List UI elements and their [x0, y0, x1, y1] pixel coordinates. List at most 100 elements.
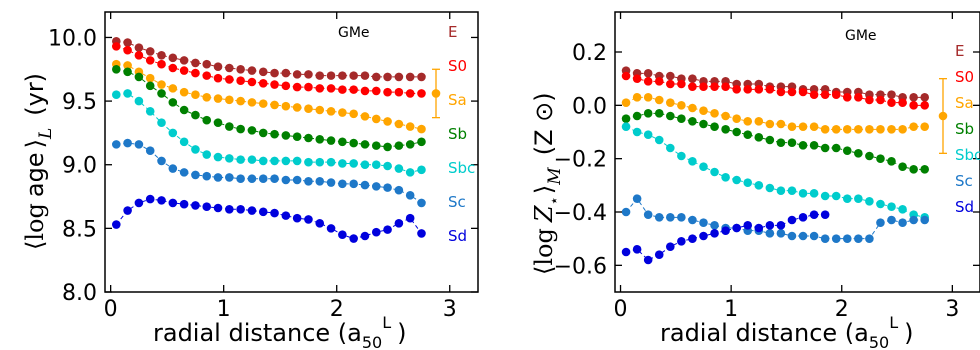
legend-entry-sd: Sd [955, 198, 974, 216]
data-point-s0 [677, 79, 686, 89]
data-point-sc [809, 231, 819, 241]
data-point-sbc [743, 178, 753, 187]
data-point-sb [157, 89, 166, 98]
data-point-sb [820, 143, 830, 153]
data-point-sa [920, 122, 929, 131]
series-line-e [116, 40, 422, 78]
data-point-e [202, 59, 212, 69]
data-point-sbc [842, 194, 852, 203]
data-point-sd [383, 225, 392, 234]
data-point-e [338, 71, 347, 80]
data-point-e [349, 71, 358, 80]
data-point-sbc [191, 145, 200, 154]
y-tick-label: 8.0 [62, 281, 97, 306]
data-point-sbc [643, 130, 653, 139]
data-point-s0 [258, 78, 268, 88]
y-tick-label: −0.4 [554, 201, 607, 226]
data-point-sa [247, 98, 257, 107]
data-point-sb [765, 135, 775, 145]
data-point-sbc [699, 162, 708, 171]
data-point-sb [732, 127, 741, 137]
data-point-sa [292, 103, 302, 112]
series-line-sa [625, 96, 925, 130]
data-point-sc [202, 171, 212, 181]
y-tick-label: 10.0 [48, 26, 97, 51]
data-point-sc [349, 179, 358, 189]
data-point-s0 [405, 89, 415, 98]
data-point-sb [854, 149, 863, 158]
data-point-e [920, 93, 929, 102]
age-x-axis-label: radial distance (a50L) [153, 313, 407, 350]
data-point-e [371, 72, 381, 82]
data-point-s0 [213, 73, 223, 83]
y-tick-label: 0.0 [572, 94, 607, 119]
data-point-sbc [360, 160, 370, 170]
data-point-sd [281, 211, 291, 220]
data-point-sc [292, 175, 302, 185]
data-point-sc [157, 156, 166, 166]
data-point-sb [710, 122, 719, 131]
data-point-sa [371, 114, 381, 124]
age-error-bar [431, 68, 441, 119]
data-point-sb [887, 157, 896, 166]
data-point-sbc [831, 191, 841, 201]
data-point-sd [123, 206, 132, 215]
data-point-sd [732, 223, 741, 233]
data-point-sb [168, 98, 178, 107]
data-point-s0 [247, 77, 257, 87]
data-point-sb [338, 137, 347, 147]
legend-entry-s0: S0 [955, 68, 974, 86]
data-point-e [281, 68, 291, 78]
data-point-sa [621, 98, 631, 107]
data-point-sc [360, 180, 370, 190]
data-point-sd [654, 250, 664, 259]
legend-entry-e: E [955, 42, 964, 60]
data-point-sa [876, 125, 885, 134]
data-point-sc [765, 229, 775, 238]
data-point-sbc [202, 150, 212, 159]
x-tick-label: 0 [104, 297, 118, 322]
data-point-s0 [191, 68, 200, 78]
data-point-sa [304, 104, 313, 114]
data-point-s0 [360, 86, 370, 96]
data-point-sb [688, 117, 697, 126]
data-point-s0 [798, 87, 808, 97]
series-line-sbc [625, 126, 925, 218]
series-line-e [625, 70, 925, 98]
data-point-sd [809, 210, 819, 219]
metallicity-legend: E S0 Sa Sb Sbc Sc Sd [955, 42, 980, 216]
data-point-s0 [270, 80, 279, 89]
data-point-sb [247, 126, 257, 135]
data-point-s0 [315, 84, 325, 93]
data-point-s0 [898, 98, 907, 107]
metallicity-axis-ticks: 0 1 2 3 −0.6 −0.4 −0.2 0.0 0.2 [554, 12, 980, 322]
error-bar-point [938, 111, 948, 121]
data-point-sc [191, 170, 200, 180]
data-point-sbc [721, 173, 730, 182]
data-point-s0 [776, 87, 786, 97]
data-point-sa [168, 84, 178, 93]
series-line-sc [116, 142, 422, 204]
data-point-sd [371, 227, 381, 237]
data-point-sc [417, 198, 426, 208]
data-point-sd [168, 198, 178, 208]
data-point-sbc [326, 157, 336, 167]
series-line-sa [116, 63, 422, 130]
data-point-sbc [787, 186, 797, 195]
data-point-sd [632, 245, 642, 254]
data-point-sb [666, 111, 675, 121]
data-point-sa [338, 108, 347, 117]
data-point-sc [865, 234, 874, 243]
data-point-s0 [157, 59, 166, 69]
data-point-sa [865, 125, 874, 134]
data-point-sa [887, 125, 896, 134]
metallicity-panel: 0 1 2 3 −0.6 −0.4 −0.2 0.0 0.2 GMe E S0 Sa Sb Sbc Sc S… [530, 11, 980, 350]
data-point-s0 [394, 87, 404, 97]
data-point-sb [225, 122, 234, 131]
data-point-sbc [688, 157, 697, 166]
data-point-e [688, 74, 697, 83]
data-point-sc [632, 194, 642, 203]
data-point-sc [787, 231, 797, 241]
data-point-sd [765, 221, 775, 230]
